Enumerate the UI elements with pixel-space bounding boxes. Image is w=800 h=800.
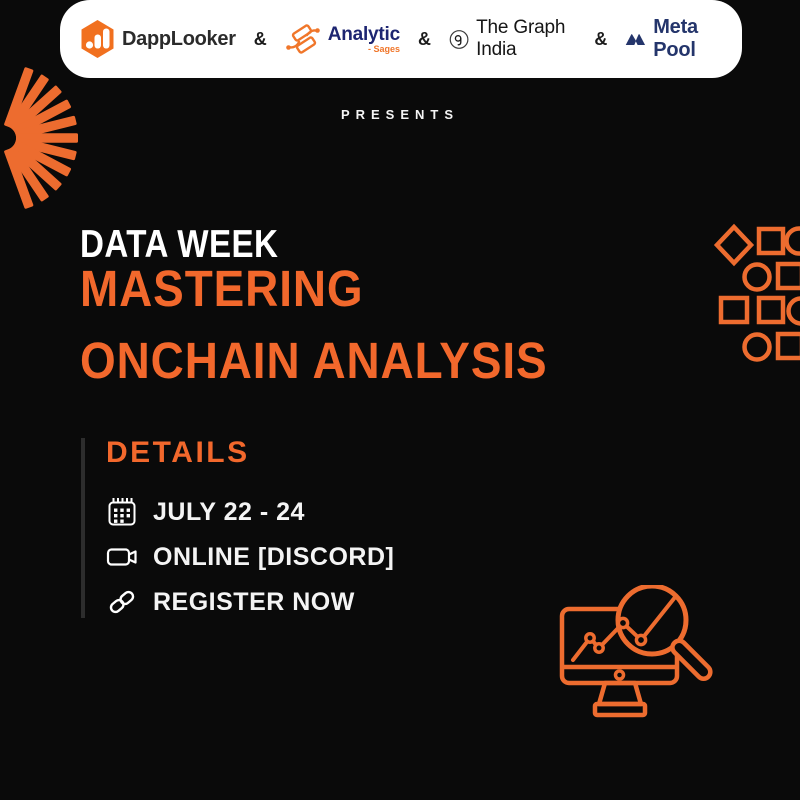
- event-location: ONLINE [DISCORD]: [153, 542, 395, 571]
- event-dates: JULY 22 - 24: [153, 497, 305, 526]
- geometric-shapes-decoration: [713, 223, 800, 362]
- sunburst-rays-decoration: [4, 67, 78, 209]
- detail-row-location: ONLINE [DISCORD]: [106, 541, 394, 573]
- event-kicker: DATA WEEK: [80, 223, 279, 266]
- link-icon: [106, 586, 138, 618]
- analytic-label: Analytic: [327, 23, 401, 45]
- meta-pool-label: Meta Pool: [653, 16, 698, 61]
- dapplooker-hexagon-icon: [81, 20, 114, 58]
- video-camera-icon: [106, 541, 138, 573]
- sages-label: - Sages: [368, 43, 401, 54]
- the-graph-india-label: The Graph India: [476, 17, 566, 60]
- register-now-link[interactable]: REGISTER NOW: [153, 587, 355, 616]
- the-graph-icon: [449, 29, 469, 49]
- partners-header-bar: DappLooker & Analytic - Sages &: [60, 0, 742, 78]
- ampersand-separator: &: [418, 28, 432, 49]
- event-title-line1: MASTERING: [80, 260, 364, 317]
- details-list: JULY 22 - 24 ONLINE [DISCORD]: [106, 496, 394, 618]
- details-vertical-rule: [81, 438, 85, 618]
- analytic-sages-icon: [285, 24, 320, 54]
- detail-row-register[interactable]: REGISTER NOW: [106, 586, 394, 618]
- presents-label: PRESENTS: [340, 107, 460, 122]
- calendar-icon: [106, 496, 138, 528]
- event-title-line2: ONCHAIN ANALYSIS: [80, 332, 548, 389]
- analytic-sages-wordmark: Analytic - Sages: [327, 23, 401, 54]
- the-graph-india-logo: The Graph India: [449, 17, 576, 61]
- dapplooker-logo: DappLooker: [80, 19, 236, 59]
- meta-pool-logo: Meta Pool: [625, 16, 722, 62]
- monitor-chart-magnifier-illustration: [559, 585, 713, 718]
- details-heading: DETAILS: [106, 436, 250, 469]
- ampersand-separator: &: [253, 28, 267, 49]
- ampersand-separator: &: [594, 28, 608, 49]
- detail-row-date: JULY 22 - 24: [106, 496, 394, 528]
- meta-pool-icon: [626, 34, 646, 45]
- dapplooker-label: DappLooker: [122, 27, 236, 50]
- analytic-sages-logo: Analytic - Sages: [285, 22, 400, 56]
